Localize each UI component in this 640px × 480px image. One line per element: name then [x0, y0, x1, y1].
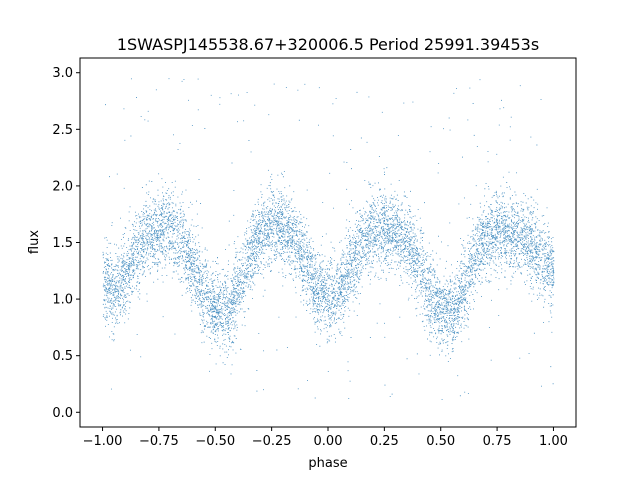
x-tick-label: −0.25: [252, 434, 292, 449]
x-tick-label: 0.75: [483, 434, 512, 449]
x-tick-label: 0.50: [426, 434, 455, 449]
chart-title: 1SWASPJ145538.67+320006.5 Period 25991.3…: [117, 35, 539, 54]
x-axis-label: phase: [308, 456, 347, 471]
y-tick-label: 3.0: [52, 66, 73, 81]
x-axis-ticks: −1.00 −0.75 −0.50 −0.25 0.00 0.25 0.50 0.75 1.00: [83, 427, 568, 449]
data-points: [102, 78, 555, 400]
x-tick-label: −0.50: [195, 434, 235, 449]
scatter-points: [102, 78, 555, 400]
x-tick-label: −1.00: [83, 434, 123, 449]
y-tick-label: 2.5: [52, 123, 73, 138]
y-axis-label: flux: [27, 230, 42, 254]
y-tick-label: 1.0: [52, 293, 73, 308]
y-tick-label: 0.5: [52, 349, 73, 364]
y-tick-label: 1.5: [52, 236, 73, 251]
y-tick-label: 2.0: [52, 179, 73, 194]
x-tick-label: 0.00: [314, 434, 343, 449]
x-tick-label: 0.25: [370, 434, 399, 449]
x-tick-label: −0.75: [139, 434, 179, 449]
x-tick-label: 1.00: [539, 434, 568, 449]
y-tick-label: 0.0: [52, 406, 73, 421]
y-axis-ticks: 0.0 0.5 1.0 1.5 2.0 2.5 3.0: [52, 66, 80, 421]
